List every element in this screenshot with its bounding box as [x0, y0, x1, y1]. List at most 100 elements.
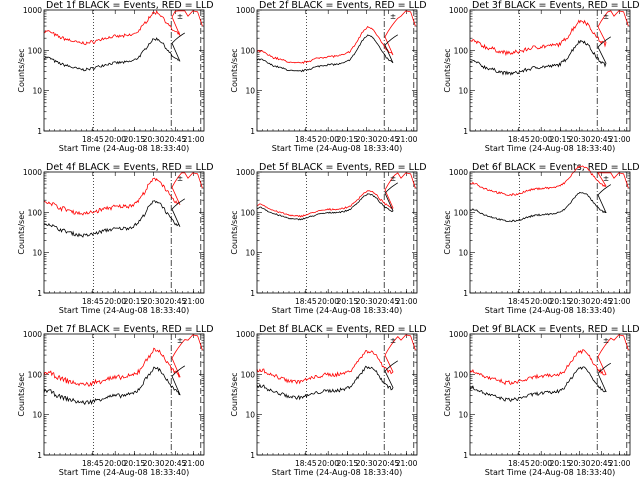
annotation-mark: ± — [177, 336, 183, 345]
x-tick-label: 20:30 — [569, 297, 591, 306]
x-tick-label: 18:45 — [508, 459, 530, 468]
series-events-line — [43, 198, 186, 238]
x-tick-label: 20:45 — [165, 297, 187, 306]
annotation-mark: ± — [177, 12, 183, 21]
series-lld-line — [43, 9, 203, 46]
panel-1: Det 1f BLACK = Events, RED = LLD 1 10 100 10… — [17, 0, 214, 153]
x-axis-label: Start Time (24-Aug-08 18:33:40) — [485, 144, 616, 153]
x-axis-label: Start Time (24-Aug-08 18:33:40) — [272, 468, 403, 477]
x-tick-label: 20:15 — [337, 297, 359, 306]
x-tick-label: 18:45 — [295, 135, 317, 144]
panel-9: Det 9f BLACK = Events, RED = LLD 1 10 100 10… — [443, 324, 640, 477]
y-tick-label: 100 — [28, 370, 43, 379]
x-tick-label: 20:00 — [317, 459, 339, 468]
x-axis-label: Start Time (24-Aug-08 18:33:40) — [59, 306, 190, 315]
x-tick-label: 21:00 — [609, 459, 631, 468]
x-tick-label: 21:00 — [183, 297, 205, 306]
series-lld-line — [43, 172, 203, 216]
panel-2: Det 2f BLACK = Events, RED = LLD 1 10 100 10… — [230, 0, 427, 153]
y-tick-label: 10 — [245, 249, 255, 258]
y-tick-label: 10 — [245, 411, 255, 420]
x-tick-label: 21:00 — [396, 297, 418, 306]
y-tick-label: 1 — [37, 451, 42, 460]
annotation-mark: ± — [603, 12, 609, 21]
y-tick-label: 10 — [32, 87, 42, 96]
y-tick-label: 1000 — [449, 168, 468, 177]
y-tick-label: 100 — [28, 208, 43, 217]
y-tick-label: 1 — [463, 127, 468, 136]
y-axis-label: Counts/sec — [443, 210, 452, 254]
y-tick-label: 100 — [241, 208, 256, 217]
x-tick-label: 20:30 — [569, 459, 591, 468]
series-events-line — [469, 184, 612, 223]
x-tick-label: 20:00 — [104, 459, 126, 468]
y-tick-label: 1 — [37, 127, 42, 136]
x-tick-label: 20:00 — [530, 135, 552, 144]
y-tick-label: 10 — [458, 87, 468, 96]
x-tick-label: 18:45 — [295, 459, 317, 468]
y-tick-label: 1000 — [236, 330, 255, 339]
x-tick-label: 21:00 — [183, 135, 205, 144]
annotation-mark: ± — [603, 174, 609, 183]
series-events-line — [256, 182, 399, 221]
x-tick-label: 20:30 — [143, 459, 165, 468]
x-tick-label: 20:30 — [356, 297, 378, 306]
x-tick-label: 20:45 — [378, 135, 400, 144]
x-tick-label: 20:45 — [591, 459, 613, 468]
x-tick-label: 20:15 — [550, 297, 572, 306]
plot-frame — [469, 333, 631, 456]
y-tick-label: 1000 — [449, 330, 468, 339]
x-tick-label: 20:30 — [143, 135, 165, 144]
x-tick-label: 20:30 — [356, 135, 378, 144]
panel-4: Det 4f BLACK = Events, RED = LLD 1 10 100 10… — [17, 162, 214, 315]
x-tick-label: 21:00 — [396, 135, 418, 144]
y-axis-label: Counts/sec — [230, 48, 239, 92]
y-tick-label: 1 — [250, 451, 255, 460]
y-tick-label: 1 — [463, 451, 468, 460]
x-tick-label: 20:45 — [591, 297, 613, 306]
x-tick-label: 20:15 — [124, 297, 146, 306]
x-tick-label: 21:00 — [609, 297, 631, 306]
y-tick-label: 10 — [245, 87, 255, 96]
panel-8: Det 8f BLACK = Events, RED = LLD 1 10 100 10… — [230, 324, 427, 477]
x-tick-label: 18:45 — [508, 297, 530, 306]
x-tick-label: 20:15 — [337, 135, 359, 144]
x-axis-label: Start Time (24-Aug-08 18:33:40) — [272, 306, 403, 315]
x-tick-label: 20:00 — [104, 297, 126, 306]
y-axis-label: Counts/sec — [17, 372, 26, 416]
x-tick-label: 20:45 — [165, 135, 187, 144]
y-tick-label: 1 — [37, 289, 42, 298]
x-tick-label: 20:00 — [104, 135, 126, 144]
x-tick-label: 20:30 — [569, 135, 591, 144]
x-tick-label: 18:45 — [82, 135, 104, 144]
plot-frame — [256, 171, 418, 294]
y-tick-label: 1000 — [236, 168, 255, 177]
panel-title: Det 7f BLACK = Events, RED = LLD — [46, 324, 214, 335]
panel-title: Det 4f BLACK = Events, RED = LLD — [46, 162, 214, 173]
x-tick-label: 18:45 — [82, 297, 104, 306]
plot-frame — [43, 333, 205, 456]
x-axis-label: Start Time (24-Aug-08 18:33:40) — [59, 144, 190, 153]
x-tick-label: 20:15 — [124, 459, 146, 468]
y-tick-label: 10 — [32, 411, 42, 420]
series-lld-line — [469, 334, 629, 386]
x-tick-label: 20:15 — [550, 459, 572, 468]
y-axis-label: Counts/sec — [443, 372, 452, 416]
x-tick-label: 20:30 — [356, 459, 378, 468]
panel-6: Det 6f BLACK = Events, RED = LLD 1 10 100 10… — [443, 162, 640, 315]
series-events-line — [43, 32, 186, 72]
x-axis-label: Start Time (24-Aug-08 18:33:40) — [485, 306, 616, 315]
y-tick-label: 1000 — [23, 6, 42, 15]
plot-frame — [469, 171, 631, 294]
y-axis-label: Counts/sec — [443, 48, 452, 92]
annotation-mark: ± — [390, 12, 396, 21]
x-tick-label: 20:00 — [530, 297, 552, 306]
annotation-mark: ± — [390, 336, 396, 345]
y-tick-label: 1000 — [23, 168, 42, 177]
panel-title: Det 1f BLACK = Events, RED = LLD — [46, 0, 214, 11]
y-tick-label: 100 — [28, 46, 43, 55]
x-tick-label: 20:00 — [317, 135, 339, 144]
x-tick-label: 18:45 — [295, 297, 317, 306]
panel-title: Det 9f BLACK = Events, RED = LLD — [472, 324, 640, 335]
